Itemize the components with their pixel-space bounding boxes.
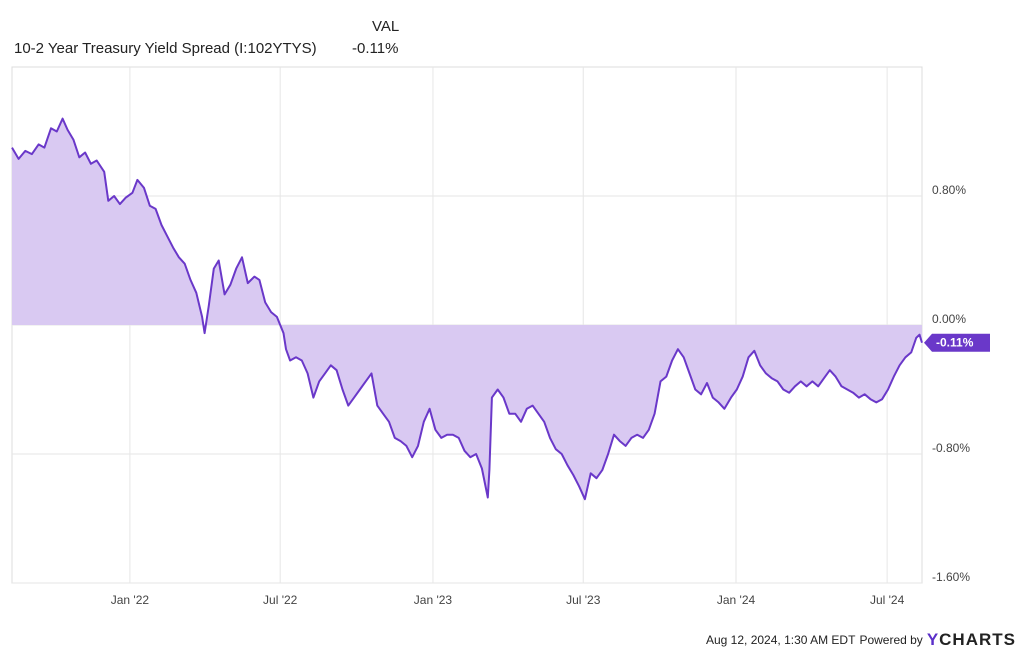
last-value-badge: -0.11% [924, 333, 990, 352]
x-tick-label: Jul '24 [870, 593, 905, 607]
legend-series-name[interactable]: 10-2 Year Treasury Yield Spread (I:102YT… [14, 40, 317, 57]
last-value-badge-shape [924, 333, 990, 352]
x-axis: Jan '22 Jul '22 Jan '23 Jul '23 Jan '24 Jul '… [111, 593, 905, 607]
legend-series-value: -0.11% [352, 40, 399, 57]
ycharts-logo[interactable]: YCHARTS [927, 630, 1016, 650]
x-tick-label: Jul '23 [566, 593, 601, 607]
footer-powered-by: Powered by [859, 633, 923, 647]
footer: Aug 12, 2024, 1:30 AM EDT Powered by YCH… [706, 630, 1016, 650]
x-tick-label: Jul '22 [263, 593, 298, 607]
y-tick-label: 0.00% [932, 312, 966, 326]
y-tick-label: -0.80% [932, 441, 970, 455]
y-axis: 0.80% 0.00% -0.80% -1.60% [932, 183, 970, 584]
ycharts-logo-text: CHARTS [939, 630, 1016, 649]
x-tick-label: Jan '24 [717, 593, 756, 607]
y-tick-label: -1.60% [932, 570, 970, 584]
legend: VAL 10-2 Year Treasury Yield Spread (I:1… [12, 14, 412, 64]
series-line[interactable] [11, 117, 923, 501]
x-tick-label: Jan '23 [414, 593, 453, 607]
x-tick-label: Jan '22 [111, 593, 150, 607]
last-value-badge-text: -0.11% [936, 336, 974, 350]
footer-timestamp: Aug 12, 2024, 1:30 AM EDT [706, 633, 856, 647]
y-tick-label: 0.80% [932, 183, 966, 197]
series-area-fill [12, 118, 922, 500]
legend-column-header: VAL [372, 18, 400, 35]
ycharts-logo-y: Y [926, 630, 940, 649]
